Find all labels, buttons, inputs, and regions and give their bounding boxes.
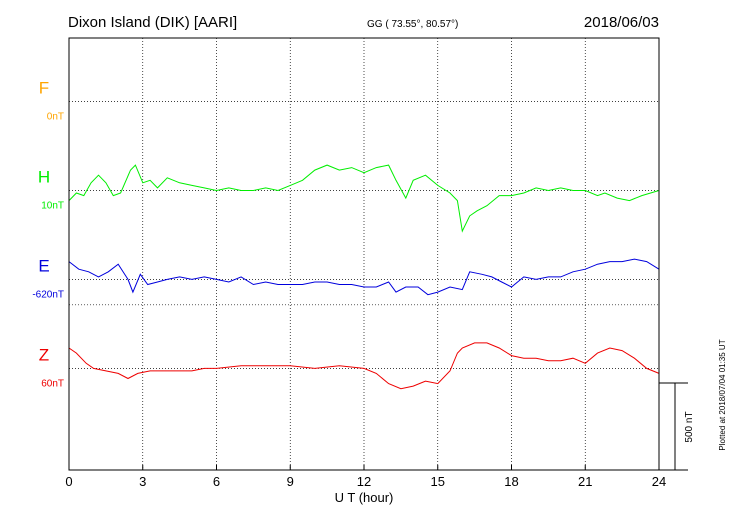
scale-bar-label: 500 nT <box>684 411 695 442</box>
series-baseline-Z: 60nT <box>41 378 64 389</box>
scale-bar: 500 nT <box>659 382 695 471</box>
x-tick-label: 6 <box>213 474 220 489</box>
series-name-E: E <box>38 256 49 275</box>
series-baseline-E: -620nT <box>32 289 64 300</box>
plotted-at-note: Plotted at 2018/07/04 01:35 UT <box>718 339 727 450</box>
grid <box>69 38 659 470</box>
station-title: Dixon Island (DIK) [AARI] <box>68 14 237 31</box>
traces <box>68 164 660 390</box>
date-label: 2018/06/03 <box>584 14 659 31</box>
x-axis-label: U T (hour) <box>335 490 394 505</box>
x-tick-label: 24 <box>652 474 666 489</box>
trace-Z <box>68 342 660 390</box>
series-name-Z: Z <box>39 345 49 364</box>
x-ticks: 0 3 6 9 12 15 18 21 24 <box>65 465 666 489</box>
x-tick-label: 3 <box>139 474 146 489</box>
series-baseline-H: 10nT <box>41 200 64 211</box>
x-tick-label: 0 <box>65 474 72 489</box>
series-labels: F 0nT H 10nT E -620nT Z 60nT <box>32 79 64 390</box>
trace-H <box>68 164 660 233</box>
x-tick-label: 15 <box>431 474 445 489</box>
x-tick-label: 9 <box>287 474 294 489</box>
series-name-F: F <box>39 79 49 98</box>
x-tick-label: 12 <box>357 474 371 489</box>
station-coords: GG ( 73.55°, 80.57°) <box>367 19 458 30</box>
x-tick-label: 18 <box>504 474 518 489</box>
series-baseline-F: 0nT <box>47 112 64 123</box>
x-tick-label: 21 <box>578 474 592 489</box>
series-name-H: H <box>38 167 50 186</box>
trace-E <box>68 258 660 296</box>
